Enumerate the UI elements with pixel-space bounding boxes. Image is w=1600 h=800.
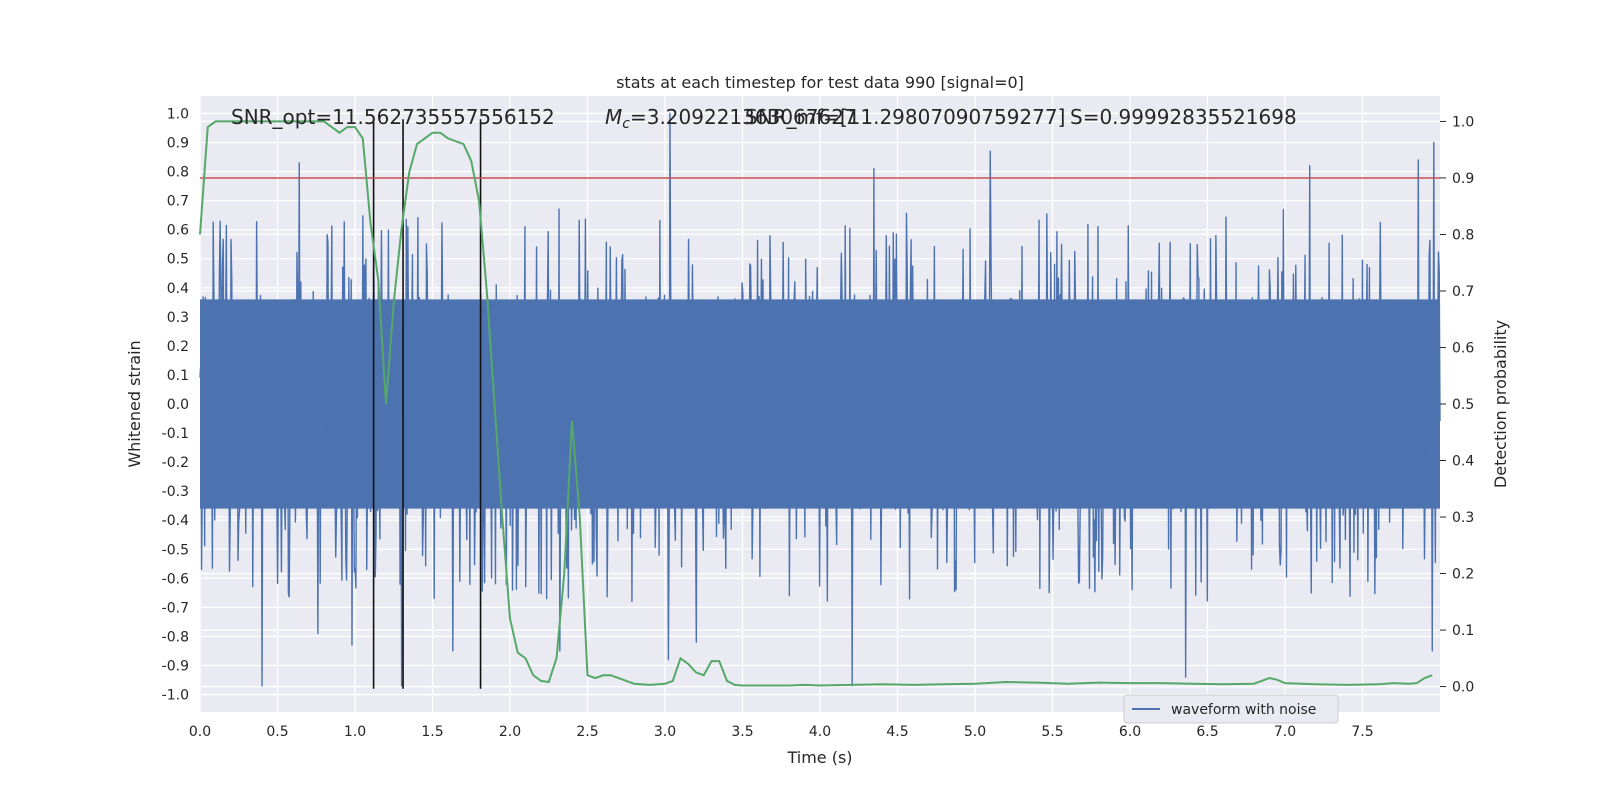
legend-entry: waveform with noise: [1171, 702, 1316, 718]
legend-box: [1123, 694, 1339, 724]
y-tick-label: 0.9: [167, 135, 189, 151]
y-tick-label: -0.3: [162, 484, 189, 500]
annotation-chirp-mass-sub: c: [622, 116, 630, 132]
y2-tick-label: 0.6: [1452, 340, 1474, 356]
y-tick-label: -0.8: [162, 629, 189, 645]
y-tick-label: -0.7: [162, 600, 189, 616]
x-tick-label: 1.0: [344, 724, 366, 740]
x-tick-label: 4.0: [809, 724, 831, 740]
x-tick-label: 1.5: [421, 724, 443, 740]
y2-tick-label: 0.1: [1452, 623, 1474, 639]
y2-tick-label: 0.5: [1452, 397, 1474, 413]
y-tick-label: -0.5: [162, 542, 189, 558]
legend: waveform with noise: [1123, 694, 1339, 724]
y-tick-label: 0.1: [167, 368, 189, 384]
y2-tick-labels: 0.0 0.1 0.2 0.3 0.4 0.5 0.6 0.7 0.8 0.9 1.0: [1440, 114, 1474, 696]
y-tick-label: 0.3: [167, 310, 189, 326]
x-tick-label: 2.0: [499, 724, 521, 740]
y2-tick-label: 0.0: [1452, 680, 1474, 696]
y2-axis-label: Detection probability: [1491, 320, 1510, 488]
x-tick-label: 7.0: [1274, 724, 1296, 740]
y-axis-label: Whitened strain: [125, 340, 144, 467]
x-axis-label: Time (s): [786, 748, 852, 767]
y-tick-labels: -1.0 -0.9 -0.8 -0.7 -0.6 -0.5 -0.4 -0.3 -0.2 -0.1…: [162, 106, 189, 703]
x-tick-label: 7.5: [1351, 724, 1373, 740]
x-tick-label: 6.0: [1119, 724, 1141, 740]
y2-tick-label: 0.2: [1452, 567, 1474, 583]
detection-probability-line: [199, 120, 1433, 687]
x-tick-label: 4.5: [886, 724, 908, 740]
y2-tick-label: 0.9: [1452, 171, 1474, 187]
waveform-series: [199, 112, 1441, 687]
y2-tick-label: 0.8: [1452, 227, 1474, 243]
x-tick-label: 3.5: [731, 724, 753, 740]
y-tick-label: -0.1: [162, 426, 189, 442]
x-tick-label: 3.0: [654, 724, 676, 740]
waveform-line: [199, 112, 1441, 687]
y-tick-label: 0.5: [167, 252, 189, 268]
y2-tick-label: 0.7: [1452, 284, 1474, 300]
x-tick-label: 0.0: [189, 724, 211, 740]
annotation-chirp-mass-symbol: M: [605, 105, 622, 129]
x-tick-label: 5.0: [964, 724, 986, 740]
annotation-snr-opt: SNR_opt=11.562735557556152: [231, 105, 555, 129]
chart-title: stats at each timestep for test data 990…: [616, 73, 1024, 92]
y-tick-label: 0.6: [167, 223, 189, 239]
x-tick-label: 5.5: [1041, 724, 1063, 740]
y-tick-label: -0.6: [162, 571, 189, 587]
y2-tick-label: 0.4: [1452, 454, 1474, 470]
y-tick-label: 0.8: [167, 165, 189, 181]
y-tick-label: 0.0: [167, 397, 189, 413]
y-tick-label: 0.2: [167, 339, 189, 355]
x-tick-labels: 0.0 0.5 1.0 1.5 2.0 2.5 3.0 3.5 4.0 4.5 5.0 5.5 6.0 6…: [189, 724, 1374, 740]
y-tick-label: 0.4: [167, 281, 189, 297]
y2-tick-label: 0.3: [1452, 510, 1474, 526]
y2-tick-label: 1.0: [1452, 114, 1474, 130]
y-tick-label: -1.0: [162, 688, 189, 704]
x-tick-label: 0.5: [266, 724, 288, 740]
annotation-snr-mf: SNR_mf=[11.29807090759277]: [745, 105, 1065, 129]
x-tick-label: 6.5: [1196, 724, 1218, 740]
x-tick-label: 2.5: [576, 724, 598, 740]
y-tick-label: -0.2: [162, 455, 189, 471]
annotation-chirp-mass: Mc=3.209221363067627: [605, 105, 857, 132]
annotation-chirp-mass-value: =3.209221363067627: [630, 105, 857, 129]
y-tick-label: 0.7: [167, 194, 189, 210]
y-tick-label: -0.4: [162, 513, 189, 529]
y-tick-label: 1.0: [167, 106, 189, 122]
annotation-s-value: S=0.99992835521698: [1070, 105, 1297, 129]
y-tick-label: -0.9: [162, 659, 189, 675]
